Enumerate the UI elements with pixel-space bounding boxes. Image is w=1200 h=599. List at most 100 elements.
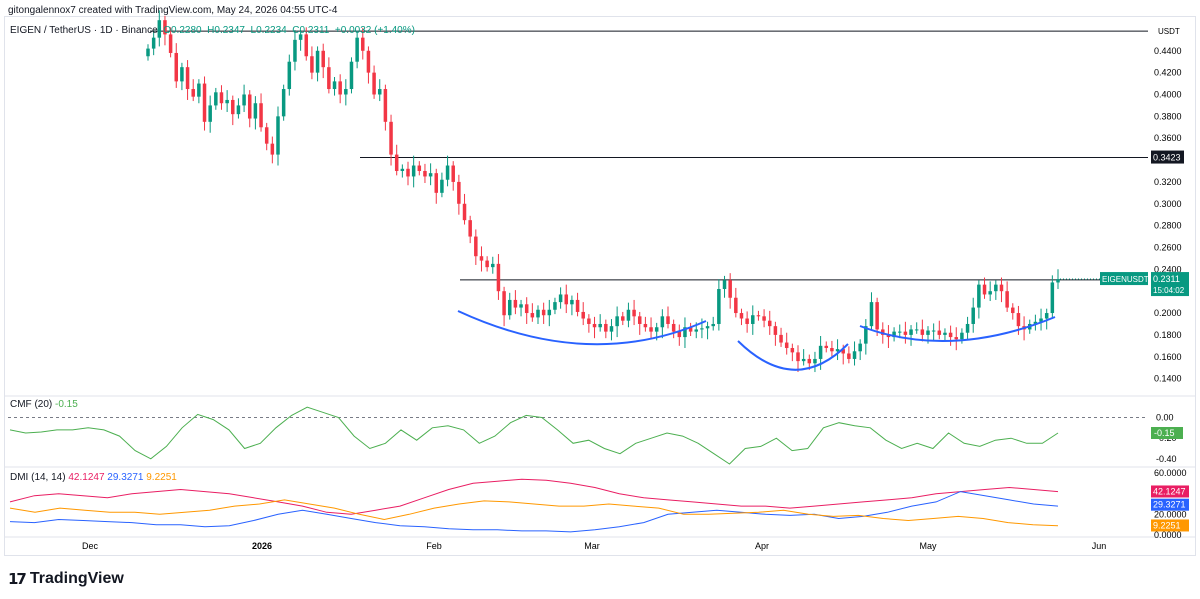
candle-body <box>796 352 800 362</box>
dmi-tick-label: 0.0000 <box>1154 530 1182 540</box>
symbol-name: EIGEN / TetherUS · 1D · Binance <box>10 25 158 36</box>
candle-body <box>722 280 727 290</box>
candle <box>592 316 597 339</box>
candle <box>185 60 190 100</box>
last-price-tag-bg <box>1151 272 1189 297</box>
chart-frame <box>4 16 1196 556</box>
candle <box>530 303 535 322</box>
candle <box>864 319 868 355</box>
candle <box>609 319 614 341</box>
candle <box>767 310 772 335</box>
candle <box>315 46 320 82</box>
candle-body <box>417 165 422 171</box>
candle-body <box>886 334 891 338</box>
candle-body <box>366 50 371 73</box>
candle <box>1011 303 1015 320</box>
candle-body <box>270 143 275 155</box>
candle-body <box>881 329 885 335</box>
candle-body <box>406 168 410 177</box>
candle-body <box>999 284 1004 292</box>
candle <box>852 341 857 366</box>
candle <box>649 317 653 339</box>
candle-body <box>400 168 405 171</box>
candle-body <box>496 263 501 292</box>
dmi-value-tag-text: 42.1247 <box>1153 486 1186 496</box>
chart-credit: gitongalennox7 created with TradingView.… <box>8 5 338 16</box>
candle <box>394 144 399 176</box>
time-axis-label: May <box>919 541 937 551</box>
candle <box>485 256 489 272</box>
candle <box>1033 314 1038 331</box>
candle-body <box>756 315 761 317</box>
candle-body <box>575 299 580 312</box>
candle <box>191 79 195 102</box>
candle <box>914 322 919 334</box>
candle-body <box>914 329 919 331</box>
candle <box>276 106 280 166</box>
candle-body <box>920 329 925 335</box>
candle-body <box>502 291 506 316</box>
candle <box>355 30 359 69</box>
candle <box>434 168 439 204</box>
price-tick-label: 0.2000 <box>1154 308 1182 318</box>
candle <box>457 174 461 215</box>
candle-body <box>762 316 766 321</box>
candle-body <box>626 309 631 321</box>
candle-body <box>926 330 930 335</box>
candle <box>519 299 523 317</box>
candle <box>897 324 902 339</box>
candle <box>174 43 179 88</box>
candle-body <box>491 263 495 268</box>
candle <box>756 310 761 321</box>
candle-body <box>1050 282 1055 314</box>
candle-body <box>649 327 653 332</box>
candle <box>977 280 981 319</box>
candle <box>835 339 840 361</box>
candle-body <box>298 34 303 40</box>
candle <box>270 136 275 164</box>
candle-body <box>259 103 263 128</box>
candle <box>524 297 529 324</box>
candle-body <box>394 154 399 171</box>
level-price-tag-bg <box>1151 150 1184 164</box>
candle-body <box>168 34 173 53</box>
price-tick-label: 0.4400 <box>1154 46 1182 56</box>
time-axis-label: 2026 <box>252 541 272 551</box>
candle-body <box>519 304 523 308</box>
candle-body <box>242 94 246 106</box>
candle <box>406 161 410 186</box>
candle <box>451 161 455 191</box>
candle-body <box>1044 313 1049 319</box>
time-axis-label: Feb <box>426 541 442 551</box>
tradingview-logo-icon: 17 <box>8 570 27 588</box>
candle-body <box>225 99 229 104</box>
price-tick-label: 0.3600 <box>1154 133 1182 143</box>
candle <box>197 79 201 104</box>
candle <box>858 339 862 361</box>
candle <box>423 163 427 184</box>
candle <box>468 215 472 244</box>
candle <box>779 327 783 347</box>
price-tick-label: 0.3000 <box>1154 199 1182 209</box>
candle-body <box>621 316 625 321</box>
candle-body <box>688 327 693 332</box>
candle-body <box>632 309 636 317</box>
candle-body <box>937 330 942 335</box>
candle <box>847 346 851 364</box>
candle-body <box>745 318 749 324</box>
candle-body <box>507 299 512 316</box>
candle-body <box>180 67 184 82</box>
candle-body <box>355 37 359 62</box>
candle-body <box>377 89 382 95</box>
candle <box>491 256 495 274</box>
cup-pattern-curve <box>737 340 849 371</box>
candle <box>784 332 789 355</box>
candle <box>214 87 218 110</box>
candle <box>994 280 998 300</box>
candle <box>705 321 710 340</box>
price-tick-label: 0.4000 <box>1154 89 1182 99</box>
candle-body <box>304 34 309 57</box>
candle-body <box>434 173 439 193</box>
candle <box>739 308 744 326</box>
